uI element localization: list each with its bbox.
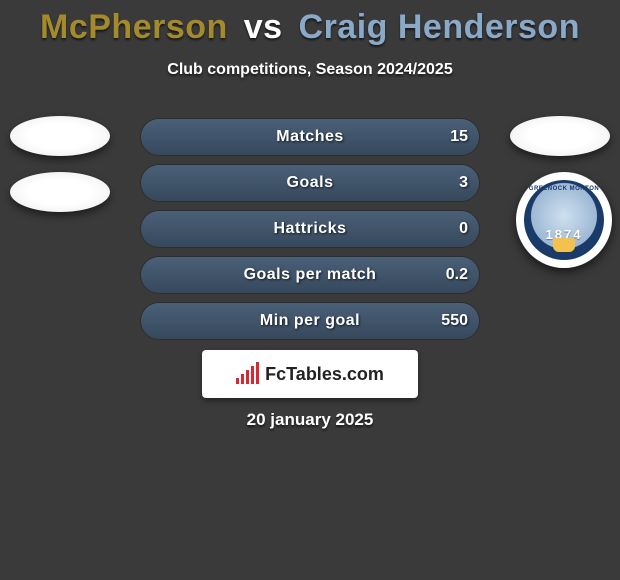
stat-bar: Hattricks bbox=[140, 210, 480, 248]
stat-row: Goals3 bbox=[0, 164, 620, 210]
player2-name: Craig Henderson bbox=[299, 8, 580, 46]
stat-label: Hattricks bbox=[141, 211, 479, 247]
stat-bar: Min per goal bbox=[140, 302, 480, 340]
stat-row: Min per goal550 bbox=[0, 302, 620, 348]
stat-value-right: 0 bbox=[459, 210, 468, 248]
stat-label: Matches bbox=[141, 119, 479, 155]
bar-chart-icon bbox=[236, 364, 259, 384]
stat-row: Goals per match0.2 bbox=[0, 256, 620, 302]
stat-row: Hattricks0 bbox=[0, 210, 620, 256]
fctables-text: FcTables.com bbox=[265, 364, 384, 385]
date-text: 20 january 2025 bbox=[0, 410, 620, 430]
stat-value-right: 550 bbox=[441, 302, 468, 340]
stat-label: Goals bbox=[141, 165, 479, 201]
player1-name: McPherson bbox=[40, 8, 228, 46]
stat-bar: Goals bbox=[140, 164, 480, 202]
subtitle: Club competitions, Season 2024/2025 bbox=[0, 61, 620, 79]
stats-area: Matches15Goals3Hattricks0Goals per match… bbox=[0, 118, 620, 348]
comparison-title: McPherson vs Craig Henderson bbox=[0, 0, 620, 47]
vs-text: vs bbox=[244, 8, 283, 46]
stat-label: Min per goal bbox=[141, 303, 479, 339]
stat-value-right: 0.2 bbox=[446, 256, 468, 294]
stat-row: Matches15 bbox=[0, 118, 620, 164]
stat-value-right: 3 bbox=[459, 164, 468, 202]
stat-bar: Matches bbox=[140, 118, 480, 156]
fctables-logo: FcTables.com bbox=[202, 350, 418, 398]
stat-bar: Goals per match bbox=[140, 256, 480, 294]
stat-label: Goals per match bbox=[141, 257, 479, 293]
stat-value-right: 15 bbox=[450, 118, 468, 156]
